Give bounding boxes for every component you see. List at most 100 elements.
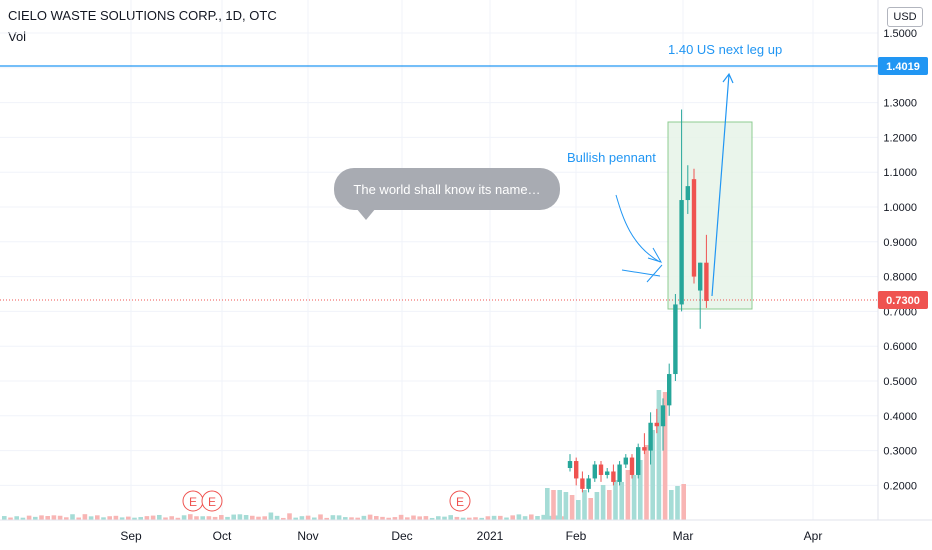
volume-bar [392, 517, 398, 520]
earnings-marker[interactable] [449, 490, 471, 512]
volume-bar [126, 516, 131, 520]
volume-bar [95, 515, 100, 520]
volume-bar [64, 517, 69, 520]
pennant-arrow-head[interactable] [647, 247, 663, 263]
candle-body [592, 464, 597, 479]
volume-bar [619, 482, 624, 520]
volume-bar [361, 515, 367, 520]
candles [567, 109, 709, 493]
volume-bar [231, 514, 236, 520]
volume-bar [448, 515, 453, 520]
volume-bar [144, 516, 150, 520]
volume-bar [681, 484, 686, 520]
y-tick-label: 0.5000 [883, 376, 917, 388]
volume-bar [169, 516, 174, 520]
candle-body [691, 179, 697, 277]
volume-bar [553, 515, 559, 520]
target-label[interactable]: 1.40 US next leg up [668, 42, 782, 57]
candle-body [654, 422, 659, 427]
volume-bar [551, 490, 556, 520]
volume-bar [188, 514, 193, 520]
target-arrow[interactable] [711, 72, 734, 297]
volume-bar [256, 516, 261, 520]
volume-bar [262, 516, 267, 520]
pennant-label[interactable]: Bullish pennant [567, 150, 656, 165]
candle-body [605, 471, 610, 475]
volume-bar [20, 517, 26, 520]
volume-bar [349, 517, 354, 520]
y-tick-label: 1.3000 [883, 98, 917, 110]
volume-bar [557, 490, 562, 520]
y-tick-label: 0.4000 [883, 411, 917, 423]
volume-bar [417, 516, 422, 520]
candle-body [580, 478, 585, 489]
volume-bar [405, 517, 410, 520]
candle-body [598, 464, 604, 475]
volume-bar [411, 515, 416, 520]
candle-body [660, 405, 666, 427]
x-tick-label: Nov [297, 529, 318, 543]
earnings-marker-label: E [208, 495, 216, 509]
volume-bar [132, 517, 137, 520]
level-price-text: 1.4019 [886, 61, 920, 73]
volume-bar [119, 517, 125, 520]
time-axis[interactable]: Sep Oct Nov Dec 2021 Feb Mar Apr [0, 519, 932, 543]
pennant-arrow-lower[interactable] [621, 264, 663, 283]
volume-bar [467, 517, 472, 520]
volume-bar [200, 516, 205, 520]
volume-bar [504, 517, 509, 520]
candle-body [586, 478, 591, 489]
symbol-title: CIELO WASTE SOLUTIONS CORP., 1D, OTC [8, 8, 277, 23]
volume-bar [594, 492, 600, 520]
volume-bar [305, 515, 311, 520]
volume-bar [250, 515, 255, 520]
callout-text: The world shall know its name… [353, 182, 540, 197]
volume-bar [516, 514, 522, 520]
volume-bar [367, 514, 373, 520]
volume-bar [163, 517, 168, 520]
volume-bar [181, 515, 187, 520]
volume-bar [588, 498, 593, 520]
pennant-arrow-upper[interactable] [615, 194, 661, 263]
x-tick-label: Sep [120, 529, 142, 543]
earnings-marker-label: E [456, 495, 464, 509]
volume-bar [324, 517, 329, 520]
volume-bar [26, 515, 32, 520]
candle-body [704, 262, 709, 301]
volume-bar [675, 486, 680, 520]
y-tick-label: 0.8000 [883, 272, 917, 284]
volume-bar [374, 516, 379, 520]
x-tick-label: 2021 [477, 529, 504, 543]
volume-bar [491, 515, 497, 520]
level-price-tag [878, 57, 928, 75]
volume-bar [442, 516, 447, 520]
volume-bar [541, 514, 546, 520]
candle-body [685, 186, 690, 201]
volume-bar [33, 516, 38, 520]
volume-bar [638, 460, 643, 520]
volume-bar [113, 515, 119, 520]
volume-bar [45, 516, 50, 520]
volume-bar [82, 514, 88, 520]
price-axis[interactable]: 1.50001.40001.30001.20001.10001.00000.90… [877, 0, 928, 520]
x-tick-label: Oct [213, 529, 232, 543]
volume-bar [281, 517, 286, 520]
candle-body [698, 262, 703, 291]
volume-bar [547, 515, 553, 520]
volume-bar [576, 500, 581, 520]
volume-bar [560, 516, 565, 520]
last-price-tag [878, 291, 928, 309]
volume-bar [569, 495, 575, 520]
y-tick-label: 0.9000 [883, 237, 917, 249]
currency-button[interactable]: USD [887, 7, 923, 27]
y-tick-label: 1.1000 [883, 167, 917, 179]
y-tick-label: 0.3000 [883, 446, 917, 458]
earnings-marker[interactable] [201, 490, 223, 512]
volume-bar [293, 517, 298, 520]
callout-bubble[interactable]: The world shall know its name… [334, 168, 560, 220]
candle-body [679, 200, 684, 305]
volume-bar [607, 490, 612, 520]
volume-bar [88, 516, 94, 520]
